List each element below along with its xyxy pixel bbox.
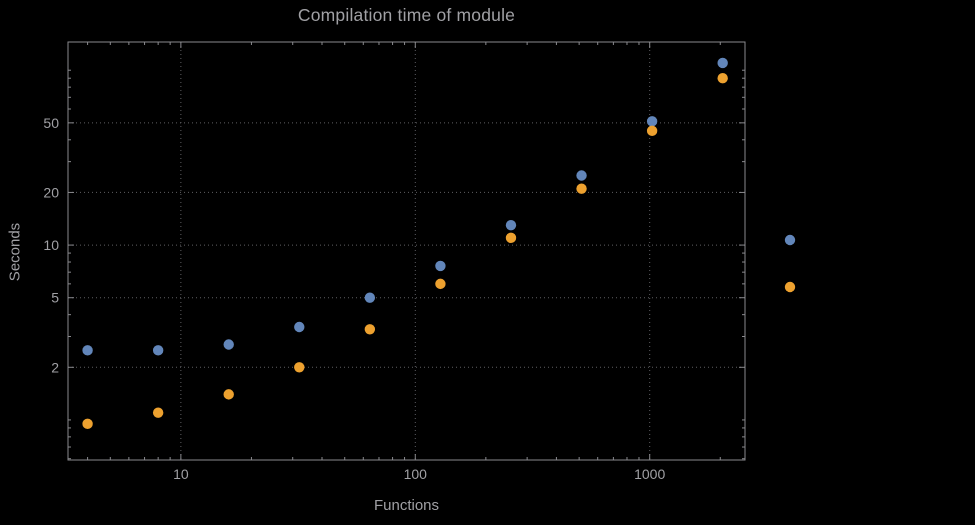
data-point-blue [505,219,517,231]
legend-marker-orange [784,281,796,293]
x-axis-label: Functions [373,497,440,514]
data-point-blue [364,292,376,303]
data-point-blue [717,57,728,69]
x-tick-label: 1000 [634,466,665,482]
y-tick-label: 10 [43,237,59,253]
x-tick-label: 10 [173,466,189,482]
data-point-blue [294,321,305,333]
y-tick-label: 5 [51,290,59,306]
data-point-orange [576,183,587,194]
data-point-blue [152,345,164,356]
y-tick-label: 20 [43,184,59,200]
data-point-blue [435,260,446,272]
x-tick-label: 100 [404,466,428,482]
data-point-blue [646,116,658,127]
data-point-blue [576,170,587,181]
chart-title: Compilation time of module [297,5,516,25]
legend-marker-blue [784,234,796,246]
y-tick-label: 50 [43,115,59,131]
data-point-orange [152,407,164,418]
data-point-blue [82,345,93,356]
data-point-blue [223,339,234,350]
data-point-orange [82,418,93,430]
data-point-orange [435,278,446,290]
data-point-orange [717,73,728,84]
y-tick-label: 2 [51,359,59,375]
data-point-orange [646,125,658,137]
data-point-orange [364,324,376,335]
y-axis-label: Seconds [6,222,24,282]
data-point-orange [223,389,234,400]
plot-frame [67,41,746,461]
data-point-orange [294,362,305,373]
data-point-orange [505,232,517,244]
